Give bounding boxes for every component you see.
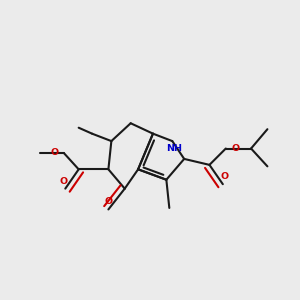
Text: NH: NH (166, 144, 182, 153)
Text: O: O (60, 177, 68, 186)
Text: O: O (50, 148, 59, 158)
Text: O: O (104, 197, 112, 206)
Text: O: O (231, 144, 239, 153)
Text: O: O (220, 172, 228, 181)
